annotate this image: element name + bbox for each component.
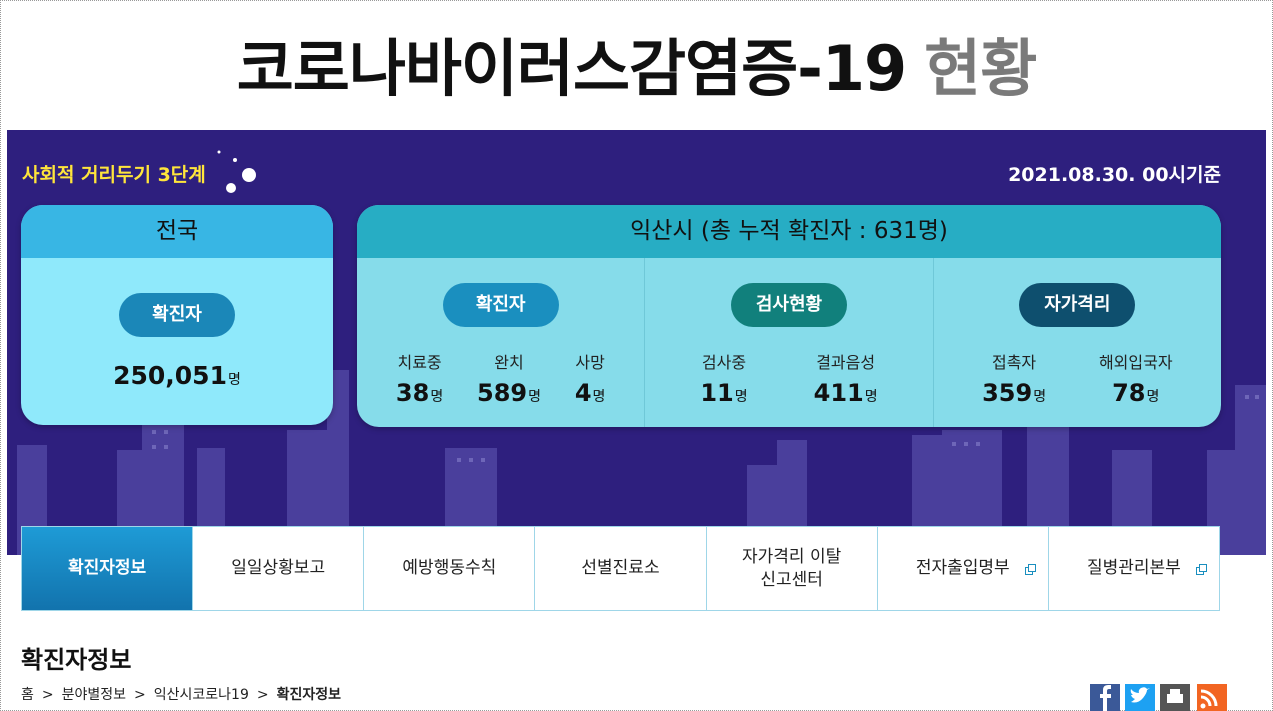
unit: 명 [528, 389, 542, 405]
title-main: 코로나바이러스감염증-19 [236, 32, 907, 105]
badge: 확진자 [442, 283, 559, 327]
breadcrumb: 홈 > 분야별정보 > 익산시코로나19 > 확진자정보 [21, 684, 341, 704]
card-body: 확진자 250,051명 [21, 258, 333, 390]
tab-label: 일일상황보고 [231, 558, 326, 578]
stat-label: 치료중 [397, 353, 442, 372]
separator: > [256, 687, 269, 703]
unit: 명 [227, 372, 241, 388]
stat-value: 4명 [575, 379, 606, 407]
unit: 명 [430, 389, 444, 405]
unit: 명 [592, 389, 606, 405]
value: 11 [700, 379, 734, 407]
tab[interactable]: 질병관리본부 [1047, 527, 1219, 610]
unit: 명 [864, 389, 878, 405]
badge: 확진자 [119, 293, 235, 337]
unit: 명 [734, 389, 748, 405]
stat-group: 자가격리 접촉자 359명 해외입국자 78명 [932, 258, 1221, 427]
external-link-icon [1195, 564, 1207, 575]
national-card: 전국 확진자 250,051명 [21, 205, 333, 425]
title-suffix: 현황 [924, 32, 1037, 105]
iksan-card: 익산시 (총 누적 확진자 : 631명) 확진자 치료중 38명 완치 589명 사망 4… [357, 205, 1221, 427]
card-heading: 전국 [21, 205, 333, 258]
card-heading: 익산시 (총 누적 확진자 : 631명) [357, 205, 1221, 258]
stat-label: 접촉자 [991, 353, 1037, 372]
stat-value: 11명 [700, 379, 747, 407]
unit: 명 [1033, 389, 1047, 405]
stat-value: 411명 [814, 379, 878, 407]
tab-menu: 확진자정보 일일상황보고 예방행동수칙 선별진료소 자가격리 이탈 신고센터 전자출입명부 질… [21, 526, 1220, 611]
tab[interactable]: 선별진료소 [534, 527, 705, 610]
stat-group: 검사현황 검사중 11명 결과음성 411명 [644, 258, 932, 427]
value: 4 [574, 379, 592, 407]
tab[interactable]: 전자출입명부 [876, 527, 1048, 610]
as-of-date: 2021.08.30. 00시기준 [1008, 164, 1221, 186]
tab[interactable]: 확진자정보 [22, 527, 193, 610]
stat-item: 치료중 38명 [396, 349, 443, 407]
tab-label: 전자출입명부 [915, 558, 1010, 578]
badge: 자가격리 [1019, 283, 1136, 327]
stat-value: 589명 [477, 379, 541, 407]
tab-label: 자가격리 이탈 [742, 546, 842, 567]
stat-label: 결과음성 [816, 353, 876, 372]
tab-label: 질병관리본부 [1086, 558, 1181, 578]
breadcrumb-item[interactable]: 홈 [21, 687, 34, 703]
stat-item: 결과음성 411명 [814, 349, 878, 407]
tab-label: 확진자정보 [67, 558, 147, 578]
breadcrumb-item[interactable]: 분야별정보 [61, 687, 127, 703]
value: 250,051 [113, 361, 227, 390]
value: 411 [813, 379, 864, 407]
section-heading: 확진자정보 [21, 646, 132, 674]
separator: > [41, 687, 54, 703]
tab-label: 선별진료소 [581, 558, 660, 578]
tab[interactable]: 예방행동수칙 [363, 527, 534, 610]
stat-items: 치료중 38명 완치 589명 사망 4명 [357, 349, 644, 407]
share-icons [1090, 684, 1227, 711]
stat-value: 250,051명 [21, 361, 333, 390]
tab[interactable]: 자가격리 이탈 신고센터 [705, 527, 877, 610]
breadcrumb-item[interactable]: 익산시코로나19 [153, 687, 249, 703]
stat-group: 확진자 치료중 38명 완치 589명 사망 4명 [357, 258, 644, 427]
stat-items: 접촉자 359명 해외입국자 78명 [934, 349, 1221, 407]
stat-value: 359명 [982, 379, 1046, 407]
stat-item: 완치 589명 [477, 349, 541, 407]
separator: > [134, 687, 146, 703]
stat-item: 사망 4명 [575, 349, 606, 407]
badge: 검사현황 [730, 283, 847, 327]
tab[interactable]: 일일상황보고 [192, 527, 363, 610]
stat-items: 검사중 11명 결과음성 411명 [645, 349, 932, 407]
value: 359 [982, 379, 1033, 407]
stat-label: 완치 [494, 353, 524, 372]
breadcrumb-item[interactable]: 확진자정보 [276, 687, 342, 703]
stat-value: 78명 [1099, 379, 1173, 407]
value: 78 [1112, 379, 1146, 407]
tab-label: 신고센터 [760, 569, 823, 590]
unit: 명 [1146, 389, 1160, 405]
external-link-icon [1024, 564, 1036, 575]
value: 38 [395, 379, 430, 407]
value: 589 [477, 379, 528, 407]
stat-item: 해외입국자 78명 [1099, 349, 1173, 407]
page-title: 코로나바이러스감염증-19 현황 [0, 18, 1273, 108]
stat-value: 38명 [396, 379, 443, 407]
stat-item: 접촉자 359명 [982, 349, 1046, 407]
stat-label: 해외입국자 [1098, 353, 1173, 372]
tab-label: 예방행동수칙 [402, 558, 497, 578]
stat-label: 사망 [575, 353, 605, 372]
stat-item: 검사중 11명 [700, 349, 747, 407]
stat-label: 검사중 [701, 353, 747, 372]
distancing-level: 사회적 거리두기 3단계 [22, 164, 206, 186]
stat-groups: 확진자 치료중 38명 완치 589명 사망 4명 검사현황 검사중 11명 결과음성 411명 자가격… [357, 258, 1221, 427]
